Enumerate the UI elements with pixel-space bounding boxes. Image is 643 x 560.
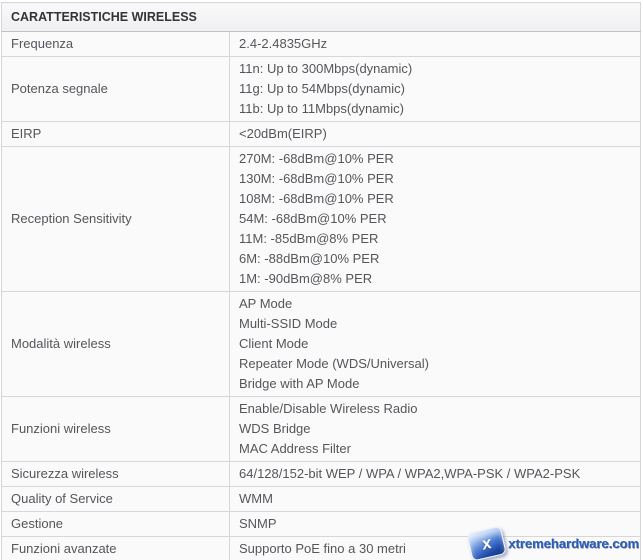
table-row: Funzioni wireless Enable/Disable Wireless… xyxy=(1,396,641,462)
row-value-line: 2.4-2.4835GHz xyxy=(239,36,328,51)
table-header-row: CARATTERISTICHE WIRELESS xyxy=(1,2,641,32)
row-value: Supporto PoE fino a 30 metri xyxy=(229,536,641,560)
row-value-line: Multi-SSID Mode xyxy=(239,316,338,331)
table-row: Frequenza 2.4-2.4835GHz xyxy=(1,31,641,57)
table-row: Gestione SNMP xyxy=(1,511,641,537)
row-value-line: Client Mode xyxy=(239,336,309,351)
row-label: EIRP xyxy=(1,121,230,147)
row-label: Reception Sensitivity xyxy=(1,146,230,292)
row-value-line: 11g: Up to 54Mbps(dynamic) xyxy=(239,81,405,96)
table-head: CARATTERISTICHE WIRELESS xyxy=(1,2,641,32)
row-label: Frequenza xyxy=(1,31,230,57)
row-label: Funzioni avanzate xyxy=(1,536,230,560)
row-value: WMM xyxy=(229,486,641,512)
row-value-line: 54M: -68dBm@10% PER xyxy=(239,211,387,226)
table-body: Frequenza 2.4-2.4835GHz Potenza segnale 11n… xyxy=(1,31,641,560)
row-value: 64/128/152-bit WEP / WPA / WPA2,WPA-PSK … xyxy=(229,461,641,487)
row-value: 2.4-2.4835GHz xyxy=(229,31,641,57)
row-value-line: Supporto PoE fino a 30 metri xyxy=(239,541,406,556)
row-label: Potenza segnale xyxy=(1,56,230,122)
row-value-line: Enable/Disable Wireless Radio xyxy=(239,401,418,416)
row-value-line: 6M: -88dBm@10% PER xyxy=(239,251,380,266)
table-row: Modalità wireless AP Mode Multi-SSID Mode C… xyxy=(1,291,641,397)
row-value: <20dBm(EIRP) xyxy=(229,121,641,147)
row-label: Sicurezza wireless xyxy=(1,461,230,487)
table-row: Potenza segnale 11n: Up to 300Mbps(dynami… xyxy=(1,56,641,122)
row-value-line: Repeater Mode (WDS/Universal) xyxy=(239,356,430,371)
row-value-line: SNMP xyxy=(239,516,277,531)
table-row: Funzioni avanzate Supporto PoE fino a 30 … xyxy=(1,536,641,560)
row-value-line: Bridge with AP Mode xyxy=(239,376,360,391)
row-value-line: 11n: Up to 300Mbps(dynamic) xyxy=(239,61,413,76)
row-value-line: 108M: -68dBm@10% PER xyxy=(239,191,394,206)
table-title: CARATTERISTICHE WIRELESS xyxy=(1,2,641,32)
row-value-line: 64/128/152-bit WEP / WPA / WPA2,WPA-PSK … xyxy=(239,466,581,481)
row-label: Funzioni wireless xyxy=(1,396,230,462)
row-value-line: 11b: Up to 11Mbps(dynamic) xyxy=(239,101,404,116)
row-label: Gestione xyxy=(1,511,230,537)
row-value-line: 1M: -90dBm@8% PER xyxy=(239,271,373,286)
row-value: Enable/Disable Wireless Radio WDS Bridge M… xyxy=(229,396,641,462)
row-label: Modalità wireless xyxy=(1,291,230,397)
row-value-line: 270M: -68dBm@10% PER xyxy=(239,151,394,166)
row-value-line: MAC Address Filter xyxy=(239,441,351,456)
table-row: Quality of Service WMM xyxy=(1,486,641,512)
row-value-line: WMM xyxy=(239,491,273,506)
row-value: AP Mode Multi-SSID Mode Client Mode Repeate… xyxy=(229,291,641,397)
row-value: 270M: -68dBm@10% PER 130M: -68dBm@10% PER… xyxy=(229,146,641,292)
row-label: Quality of Service xyxy=(1,486,230,512)
row-value-line: 11M: -85dBm@8% PER xyxy=(239,231,379,246)
row-value-line: AP Mode xyxy=(239,296,293,311)
table-row: Sicurezza wireless 64/128/152-bit WEP / W… xyxy=(1,461,641,487)
table-row: EIRP <20dBm(EIRP) xyxy=(1,121,641,147)
table-row: Reception Sensitivity 270M: -68dBm@10% PE… xyxy=(1,146,641,292)
row-value-line: 130M: -68dBm@10% PER xyxy=(239,171,394,186)
row-value: SNMP xyxy=(229,511,641,537)
row-value-line: WDS Bridge xyxy=(239,421,311,436)
row-value-line: <20dBm(EIRP) xyxy=(239,126,327,141)
row-value: 11n: Up to 300Mbps(dynamic) 11g: Up to 54… xyxy=(229,56,641,122)
